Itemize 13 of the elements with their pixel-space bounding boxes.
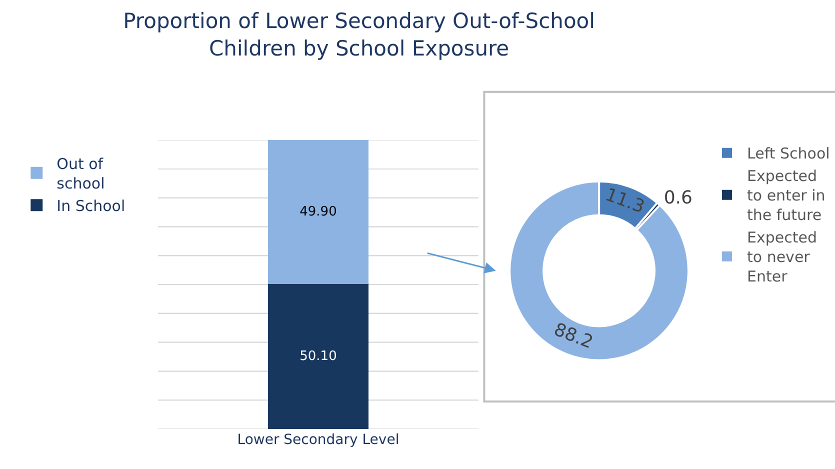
legend-label: Left School xyxy=(747,144,830,163)
data-label: 11.3 xyxy=(602,184,648,218)
legend-label: Expected to enter in the future xyxy=(747,167,826,224)
data-label: 49.90 xyxy=(300,204,337,220)
data-label: 88.2 xyxy=(550,319,596,354)
legend-label: Out of school xyxy=(56,155,105,193)
donut-slice xyxy=(508,180,690,362)
legend-label: In School xyxy=(56,197,126,216)
data-label: 50.10 xyxy=(300,349,337,364)
data-label: 0.6 xyxy=(664,188,692,209)
legend-label: Expected to never Enter xyxy=(747,228,817,286)
chart-title: Proportion of Lower Secondary Out-of-School Children by School Exposure xyxy=(123,9,595,60)
x-tick-label: Lower Secondary Level xyxy=(237,432,400,448)
